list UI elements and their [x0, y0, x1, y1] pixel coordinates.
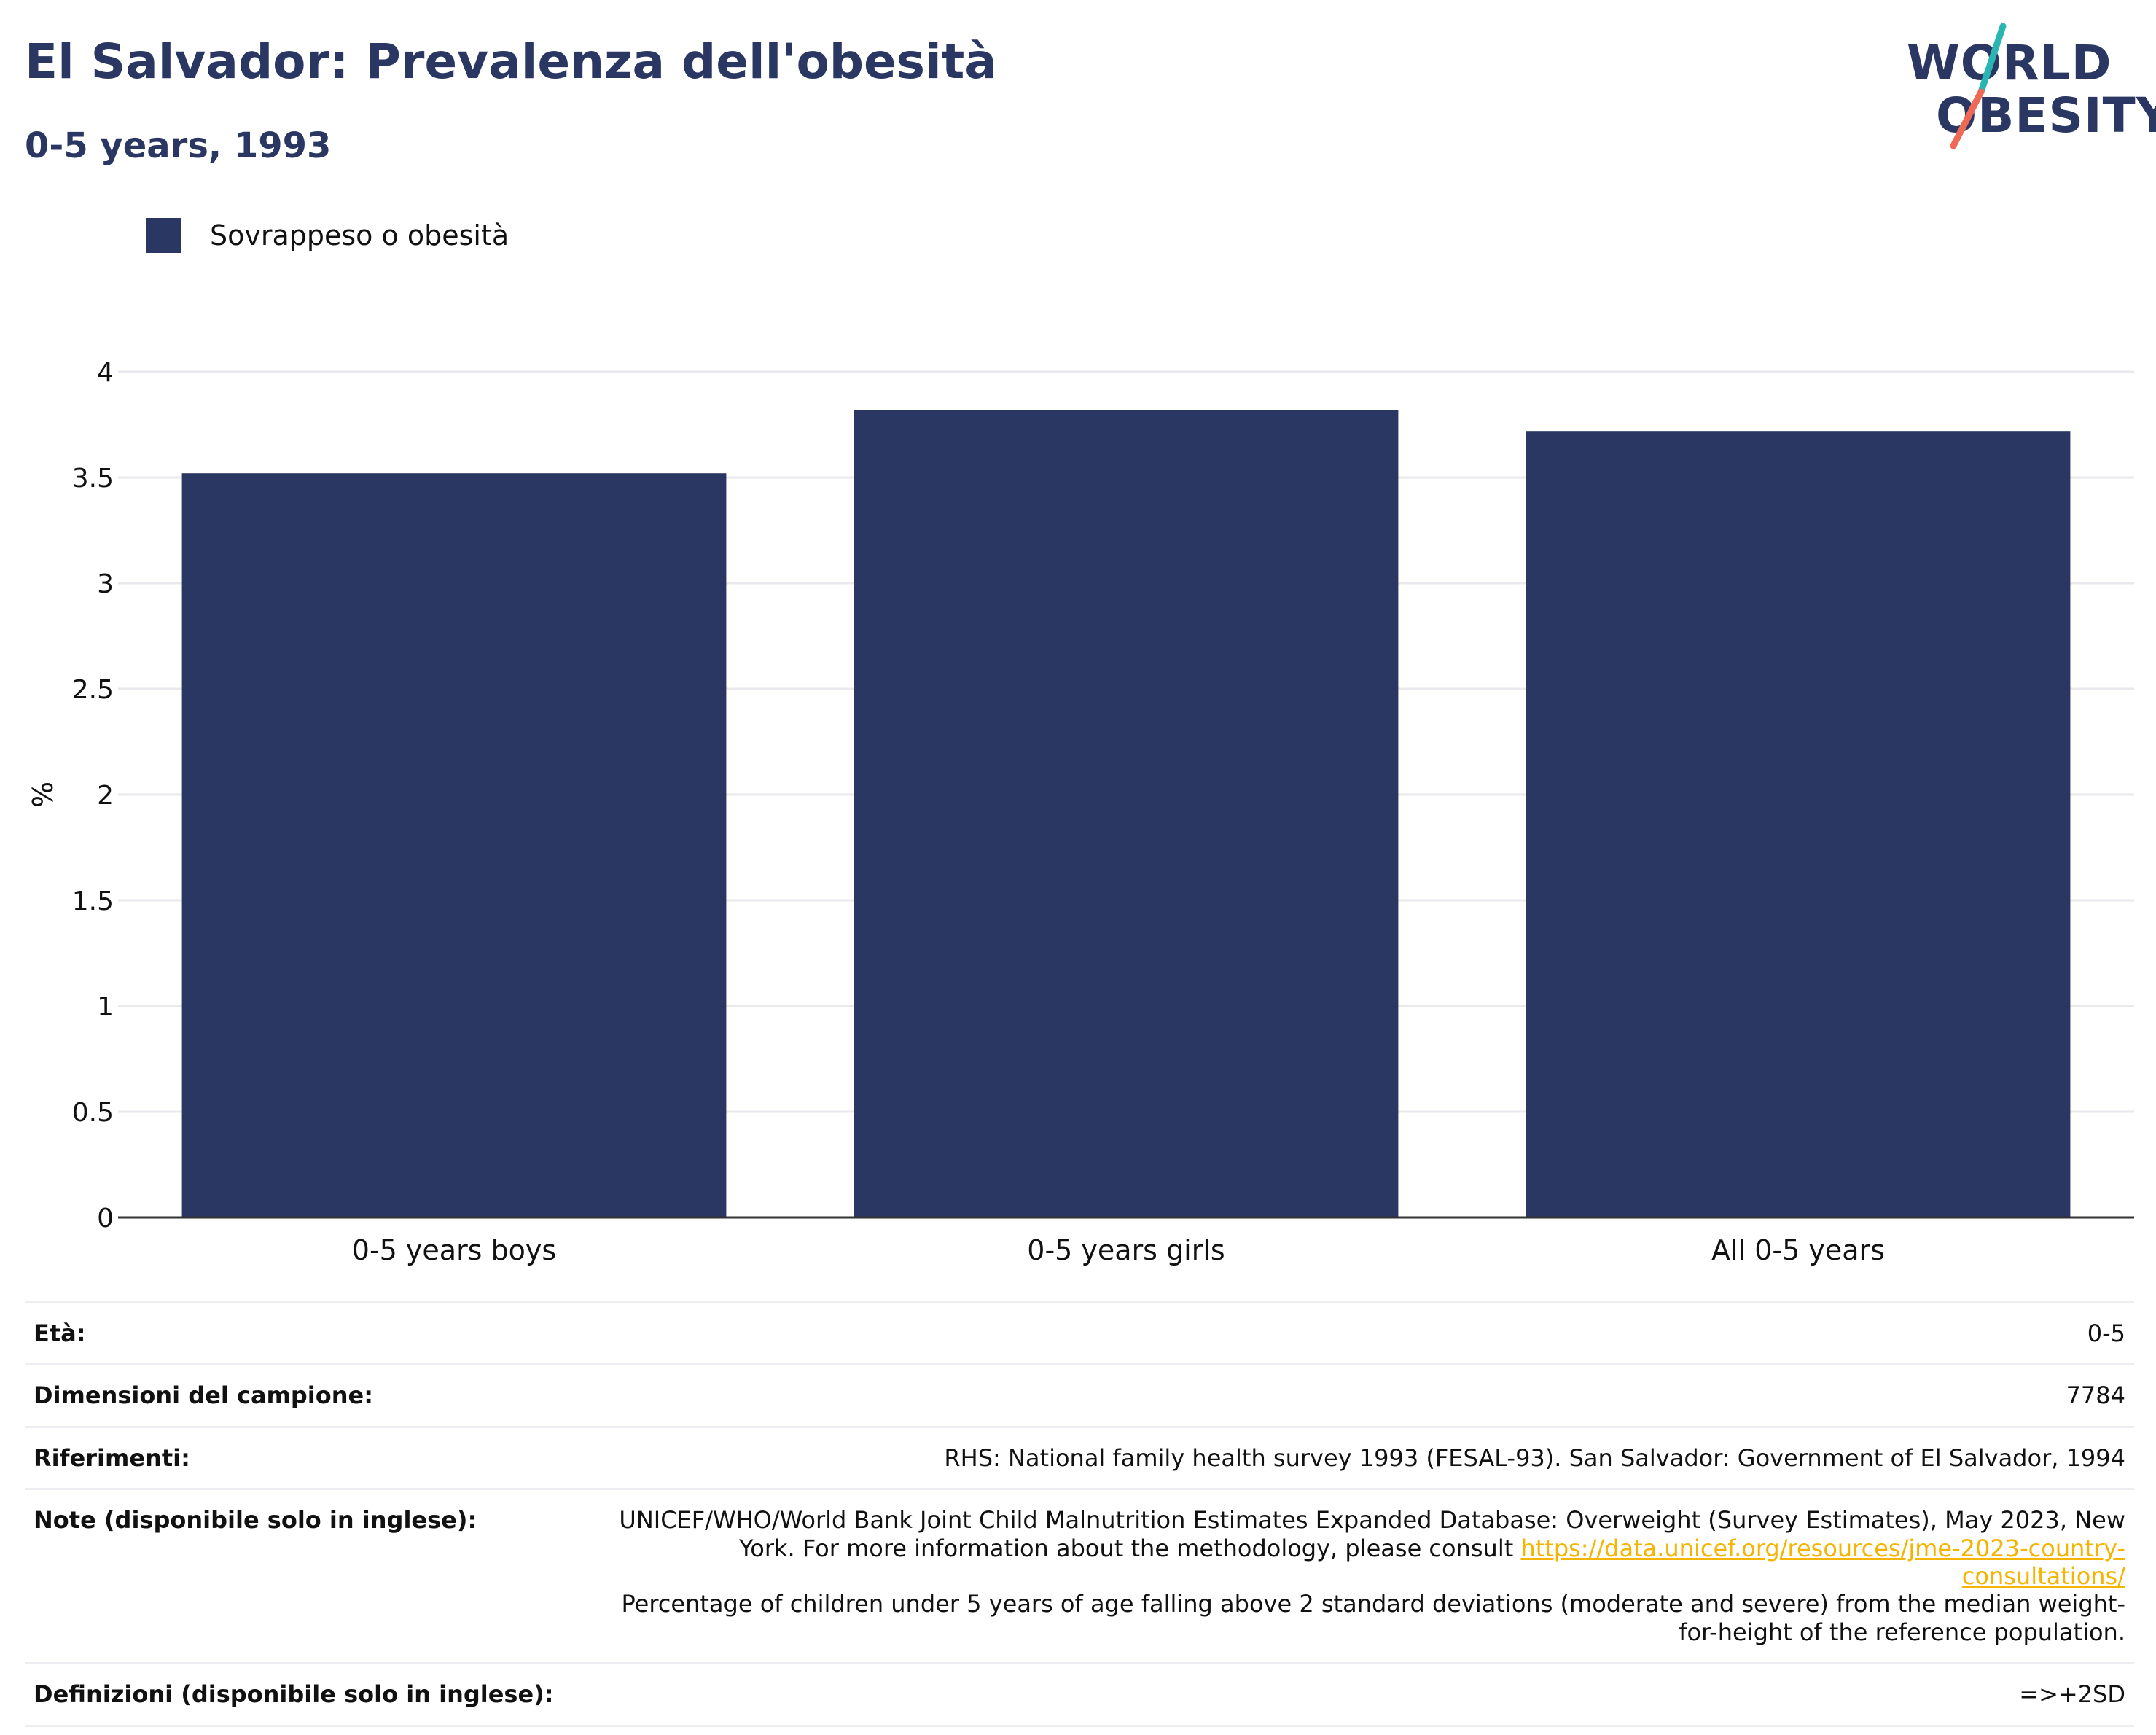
x-tick-label: 0-5 years boys [352, 1234, 556, 1266]
meta-definitions-value: =>+2SD [596, 1662, 2134, 1727]
notes-text-before: UNICEF/WHO/World Bank Joint Child Malnut… [619, 1506, 2125, 1562]
meta-row-notes: Note (disponibile solo in inglese): UNIC… [25, 1488, 2134, 1665]
bar-chart: 0 0.5 1 1.5 2 2.5 3 3.5 4% 0-5 years boys 0-5 year… [27, 358, 2134, 1266]
y-tick-label: 0.5 [72, 1098, 114, 1128]
meta-sample-value: 7784 [596, 1363, 2134, 1428]
meta-references-value: RHS: National family health survey 1993 … [596, 1425, 2134, 1491]
legend-label: Sovrappeso o obesità [210, 219, 509, 252]
meta-sample-label: Dimensioni del campione: [25, 1363, 596, 1428]
logo-slash-icon [1950, 23, 2007, 149]
meta-notes-value: UNICEF/WHO/World Bank Joint Child Malnut… [596, 1488, 2134, 1665]
y-axis-label: % [27, 781, 59, 808]
y-tick-label: 4 [97, 358, 114, 388]
meta-references-label: Riferimenti: [25, 1425, 596, 1491]
meta-row-age: Età: 0-5 [25, 1301, 2134, 1366]
x-tick-label: All 0-5 years [1711, 1234, 1885, 1266]
x-tick-label: 0-5 years girls [1027, 1234, 1225, 1266]
chart-subtitle: 0-5 years, 1993 [25, 125, 332, 166]
y-tick-label: 2 [97, 781, 114, 811]
meta-row-definitions: Definizioni (disponibile solo in inglese… [25, 1662, 2134, 1727]
bar [181, 473, 727, 1217]
y-tick-label: 1 [97, 992, 114, 1022]
meta-age-value: 0-5 [596, 1301, 2134, 1366]
bar [1526, 431, 2071, 1218]
chart-title: El Salvador: Prevalenza dell'obesità [25, 34, 997, 90]
meta-notes-label: Note (disponibile solo in inglese): [25, 1488, 596, 1665]
logo-line-1: WORLD [1907, 35, 2112, 91]
meta-row-sample: Dimensioni del campione: 7784 [25, 1363, 2134, 1428]
y-tick-label: 2.5 [72, 675, 114, 705]
meta-row-references: Riferimenti: RHS: National family health… [25, 1425, 2134, 1491]
notes-text-after: Percentage of children under 5 years of … [621, 1590, 2126, 1646]
chart-legend: Sovrappeso o obesità [146, 217, 509, 254]
y-tick-label: 3.5 [72, 464, 114, 494]
meta-definitions-label: Definizioni (disponibile solo in inglese… [25, 1662, 596, 1727]
bar [854, 410, 1399, 1218]
y-tick-label: 3 [97, 569, 114, 599]
y-tick-label: 0 [97, 1204, 114, 1233]
meta-age-label: Età: [25, 1301, 596, 1366]
metadata-table: Età: 0-5 Dimensioni del campione: 7784 R… [25, 1301, 2134, 1727]
world-obesity-logo: WORLD OBESITY [1895, 22, 2156, 153]
notes-link[interactable]: https://data.unicef.org/resources/jme-20… [1520, 1534, 2125, 1590]
legend-swatch [146, 218, 181, 253]
y-tick-label: 1.5 [72, 886, 114, 916]
